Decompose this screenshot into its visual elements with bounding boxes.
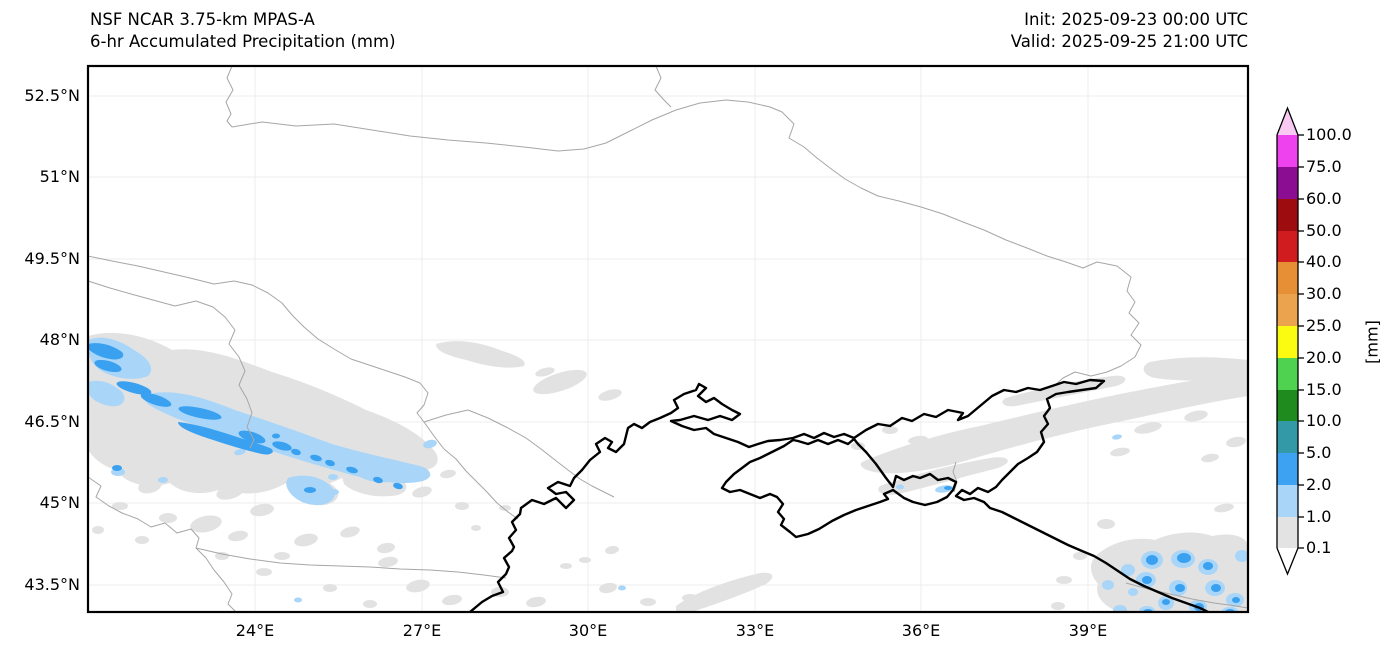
map-frame — [86, 64, 1250, 614]
colorbar-tick: 0.1 — [1306, 538, 1332, 557]
precip-area-trace — [89, 332, 1247, 611]
border-kerch-strait — [952, 461, 958, 493]
lon-label: 24°E — [235, 621, 275, 640]
border-serbia-bulgaria — [195, 547, 236, 611]
valid-time: Valid: 2025-09-25 21:00 UTC — [1010, 32, 1248, 51]
border-moldova-west — [423, 421, 519, 520]
colorbar-tick: 20.0 — [1306, 348, 1342, 367]
colorbar-tick: 40.0 — [1306, 252, 1342, 271]
coastlines — [469, 378, 1209, 611]
init-time: Init: 2025-09-23 00:00 UTC — [1024, 10, 1248, 29]
border-poland-belarus — [225, 67, 234, 128]
country-borders — [89, 67, 1247, 611]
colorbar-tick: 10.0 — [1306, 411, 1342, 430]
lat-label: 46.5°N — [24, 412, 80, 431]
lat-label: 49.5°N — [24, 249, 80, 268]
lat-label: 43.5°N — [24, 575, 80, 594]
lat-label: 48°N — [39, 330, 80, 349]
model-title: NSF NCAR 3.75-km MPAS-A — [90, 10, 315, 29]
colorbar-tick: 5.0 — [1306, 443, 1332, 462]
lon-label: 30°E — [568, 621, 608, 640]
border-serbia-romania — [89, 477, 200, 549]
product-title: 6-hr Accumulated Precipitation (mm) — [90, 32, 396, 51]
border-belarus-ukraine — [231, 99, 783, 152]
colorbar-tick: 15.0 — [1306, 380, 1342, 399]
border-hungary-romania — [89, 280, 255, 449]
coast-crimea — [720, 437, 958, 539]
time-block: Init: 2025-09-23 00:00 UTC Valid: 2025-0… — [1011, 9, 1248, 53]
lat-label: 45°N — [39, 493, 80, 512]
lon-label: 39°E — [1068, 621, 1108, 640]
lon-label: 36°E — [901, 621, 941, 640]
graticule-gridlines — [89, 67, 1247, 611]
border-belarus-russia — [654, 67, 672, 108]
border-moldova-north — [423, 409, 469, 423]
colorbar-tick: 30.0 — [1306, 284, 1342, 303]
lat-label: 52.5°N — [24, 86, 80, 105]
colorbar-tick: 60.0 — [1306, 189, 1342, 208]
lon-label: 27°E — [402, 621, 442, 640]
colorbar-tick: 50.0 — [1306, 221, 1342, 240]
coast-black-sea-azov — [469, 378, 1209, 611]
border-moldova-east — [467, 409, 615, 498]
lon-label: 33°E — [735, 621, 775, 640]
border-danube — [195, 547, 507, 579]
colorbar-tick: 25.0 — [1306, 316, 1342, 335]
title-block: NSF NCAR 3.75-km MPAS-A 6-hr Accumulated… — [90, 9, 396, 53]
border-ukraine-west — [89, 255, 429, 423]
colorbar — [1276, 106, 1304, 576]
colorbar-tick: 100.0 — [1306, 125, 1352, 144]
colorbar-unit-label: [mm] — [1362, 320, 1382, 364]
colorbar-tick: 75.0 — [1306, 157, 1342, 176]
border-russia-ukraine — [781, 111, 1142, 387]
precip-area-moderate — [89, 343, 1240, 611]
colorbar-tick: 1.0 — [1306, 507, 1332, 526]
colorbar-tick: 2.0 — [1306, 475, 1332, 494]
lat-label: 51°N — [39, 167, 80, 186]
